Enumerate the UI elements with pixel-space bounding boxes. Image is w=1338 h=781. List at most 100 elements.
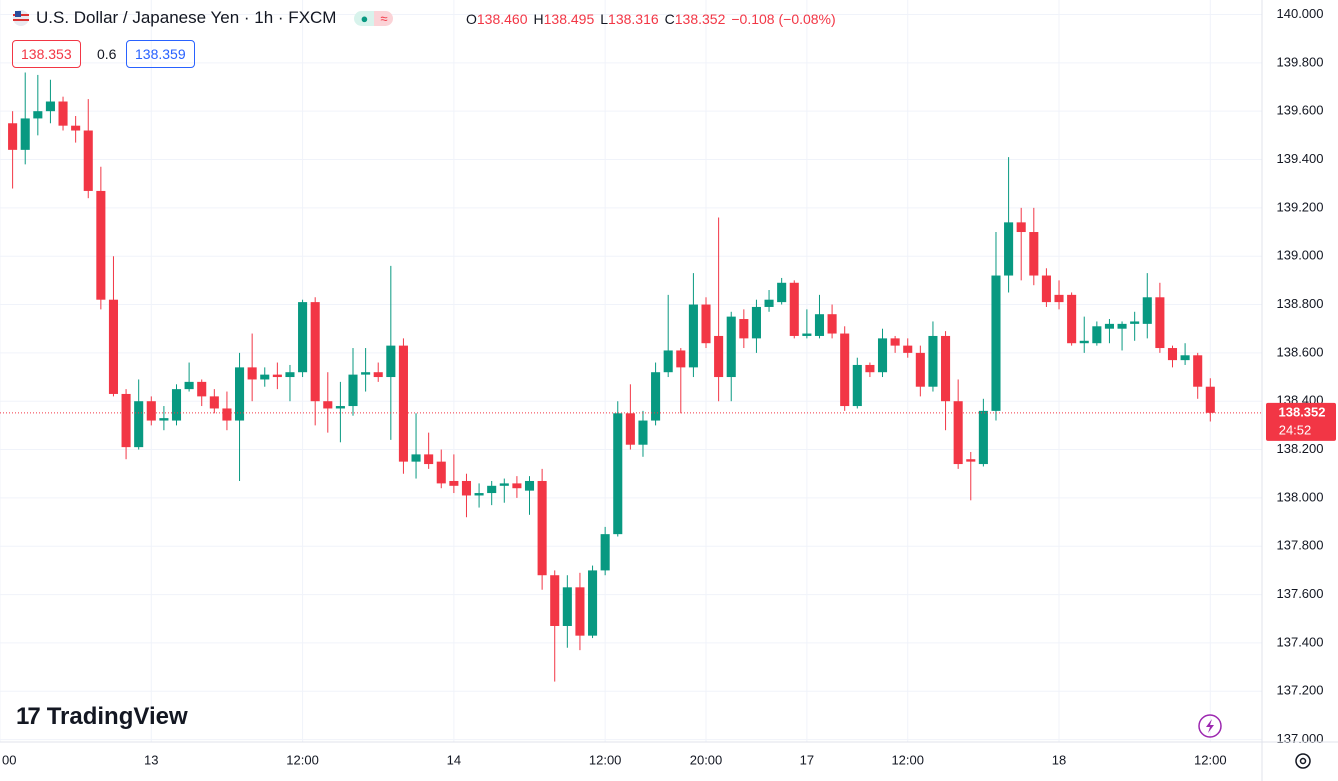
- settings-icon[interactable]: [1295, 753, 1311, 769]
- lightning-glyph: [1206, 719, 1214, 733]
- candle-body: [8, 123, 18, 150]
- candle-body: [386, 345, 396, 378]
- x-tick-label: 17: [800, 752, 814, 767]
- status-pill[interactable]: ● ≈: [354, 10, 394, 26]
- x-tick-label: 18: [1052, 752, 1066, 767]
- candle-body: [1142, 297, 1152, 324]
- candle-body: [524, 480, 535, 491]
- y-tick-label: 137.800: [1277, 538, 1324, 553]
- candle-body: [121, 393, 131, 448]
- x-tick-label: 12:00: [1194, 752, 1227, 767]
- symbol-header: U.S. Dollar / Japanese Yen · 1h · FXCM ●…: [12, 8, 394, 28]
- candle-body: [840, 333, 850, 407]
- candle-body: [915, 352, 925, 387]
- candle-body: [890, 338, 900, 346]
- price-badge: [1266, 402, 1336, 441]
- candle-body: [764, 299, 774, 307]
- candle-body: [550, 575, 560, 626]
- candle-body: [1130, 321, 1140, 324]
- candle-body: [285, 372, 295, 378]
- ohlc-key: L: [600, 11, 609, 27]
- candle-body: [398, 345, 408, 462]
- candle-body: [1067, 294, 1077, 344]
- candle-body: [449, 480, 459, 486]
- candle-body: [928, 335, 938, 387]
- candle-body: [197, 381, 207, 397]
- candle-body: [575, 587, 585, 636]
- candle-body: [108, 299, 119, 394]
- candle-body: [1193, 355, 1203, 387]
- y-tick-label: 139.600: [1277, 103, 1324, 118]
- candle-body: [714, 335, 724, 378]
- candle-body: [1016, 222, 1026, 233]
- y-tick-label: 137.600: [1277, 586, 1324, 601]
- candle-body: [663, 350, 673, 373]
- y-tick-label: 138.000: [1277, 489, 1324, 504]
- candle-body: [373, 372, 383, 378]
- candle-body: [562, 587, 572, 626]
- logo: 17 TradingView: [16, 703, 188, 730]
- candle-body: [235, 367, 245, 421]
- y-tick-label: 137.200: [1277, 683, 1324, 698]
- candle-body: [411, 454, 421, 462]
- candle-body: [852, 364, 862, 407]
- candle-body: [802, 333, 812, 336]
- countdown: 24:52: [1279, 422, 1312, 437]
- candle-body: [978, 410, 988, 465]
- candle-body: [83, 130, 93, 191]
- candle-body: [424, 454, 434, 465]
- candle-body: [625, 413, 635, 445]
- candle-body: [676, 350, 686, 368]
- candle-body: [613, 413, 623, 535]
- y-tick-label: 138.800: [1277, 296, 1324, 311]
- candle-body: [361, 372, 371, 375]
- candle-body: [588, 570, 598, 636]
- candle-body: [335, 406, 345, 409]
- x-tick-label: 00: [2, 752, 16, 767]
- candle-body: [638, 420, 648, 445]
- candle-body: [222, 408, 232, 421]
- y-tick-label: 138.200: [1277, 441, 1324, 456]
- candle-body: [436, 461, 446, 484]
- candle-body: [1054, 294, 1064, 303]
- candle-body: [260, 374, 270, 380]
- candle-body: [146, 401, 156, 421]
- lightning-icon[interactable]: [1198, 714, 1222, 738]
- change: −0.108 (−0.08%): [731, 11, 836, 27]
- candle-body: [966, 459, 976, 462]
- y-tick-label: 139.400: [1277, 151, 1324, 166]
- candle-body: [1155, 297, 1165, 349]
- candle-body: [903, 345, 913, 353]
- settings-core: [1299, 757, 1307, 765]
- candle-body: [1117, 323, 1127, 329]
- y-tick-label: 137.000: [1277, 731, 1324, 746]
- candle-body: [348, 374, 358, 407]
- candle-body: [1180, 355, 1190, 361]
- candle-body: [651, 372, 661, 421]
- candle-body: [814, 314, 825, 336]
- bid-box[interactable]: 138.353: [12, 40, 81, 68]
- candle-body: [323, 401, 333, 409]
- candle-body: [865, 364, 875, 373]
- candle-body: [96, 190, 106, 300]
- candle-body: [58, 101, 68, 126]
- candle-body: [159, 418, 169, 421]
- x-tick-label: 13: [144, 752, 158, 767]
- ask-box[interactable]: 138.359: [126, 40, 195, 68]
- candle-body: [941, 335, 951, 402]
- candle-body: [272, 374, 282, 378]
- candle-body: [1205, 386, 1215, 413]
- candle-body: [512, 483, 522, 489]
- candle-body: [701, 304, 711, 344]
- candle-body: [499, 483, 509, 486]
- candle-body: [789, 282, 799, 336]
- candle-body: [777, 282, 787, 303]
- y-tick-label: 139.800: [1277, 54, 1324, 69]
- x-tick-label: 12:00: [286, 752, 319, 767]
- ohlc-value: 138.316: [608, 11, 659, 27]
- candle-body: [1029, 232, 1039, 276]
- ohlc-key: C: [664, 11, 675, 27]
- y-tick-label: 137.400: [1277, 634, 1324, 649]
- candle-body: [1167, 348, 1178, 361]
